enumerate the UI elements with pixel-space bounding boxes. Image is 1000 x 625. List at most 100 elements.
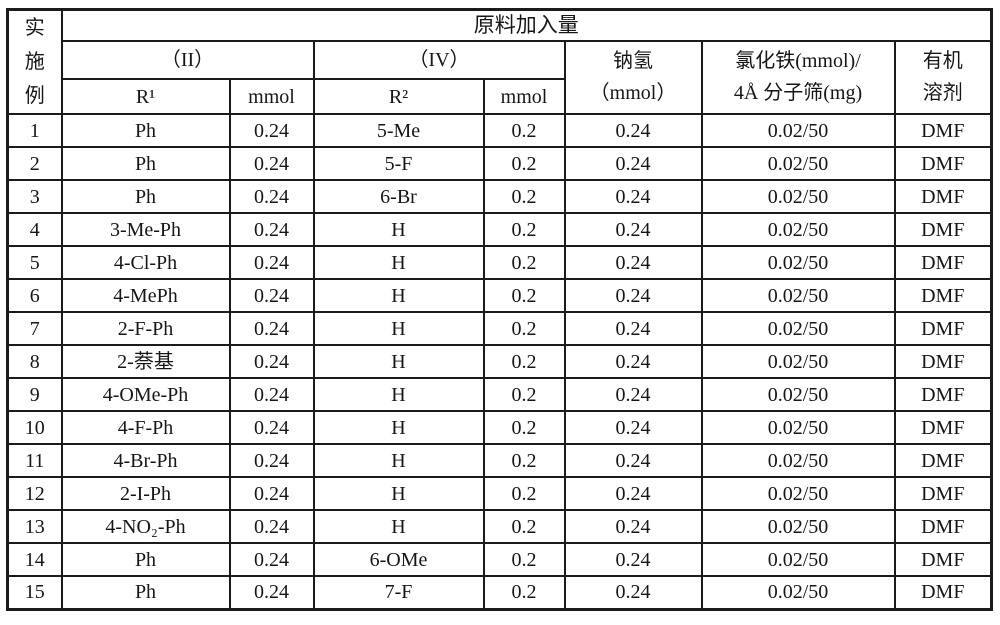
cell-example-no: 12 — [6, 476, 63, 511]
cell-ferric-chloride-sieve: 0.02/50 — [700, 443, 896, 478]
cell-ferric-chloride-sieve: 0.02/50 — [700, 476, 896, 511]
reaction-conditions-table-wrap: 实施例 原料加入量 （II） （IV） 钠氢 （mmol） 氯化铁(mmol)/… — [6, 8, 994, 611]
cell-r1-mmol: 0.24 — [228, 575, 315, 610]
reaction-conditions-table: 实施例 原料加入量 （II） （IV） 钠氢 （mmol） 氯化铁(mmol)/… — [6, 8, 994, 611]
header-raw-material-group: 原料加入量 — [60, 8, 993, 42]
cell-sodium-hydride: 0.24 — [563, 212, 703, 247]
cell-r2-mmol: 0.2 — [482, 344, 566, 379]
cell-r2-mmol: 0.2 — [482, 377, 566, 412]
cell-solvent: DMF — [893, 212, 993, 247]
header-sodium-hydride-line2: （mmol） — [589, 82, 677, 105]
cell-ferric-chloride-sieve: 0.02/50 — [700, 311, 896, 346]
cell-sodium-hydride: 0.24 — [563, 509, 703, 544]
table-row: 15 Ph 0.24 7-F 0.2 0.24 0.02/50 DMF — [6, 575, 993, 610]
cell-r1-mmol: 0.24 — [228, 245, 315, 280]
cell-r2-mmol: 0.2 — [482, 278, 566, 313]
cell-ferric-chloride-sieve: 0.02/50 — [700, 245, 896, 280]
cell-r2: 5-Me — [312, 113, 485, 148]
cell-example-no: 1 — [6, 113, 63, 148]
cell-r1: Ph — [60, 146, 231, 181]
table-row: 3 Ph 0.24 6-Br 0.2 0.24 0.02/50 DMF — [6, 179, 993, 214]
cell-sodium-hydride: 0.24 — [563, 377, 703, 412]
cell-r1-mmol: 0.24 — [228, 146, 315, 181]
cell-example-no: 6 — [6, 278, 63, 313]
cell-example-no: 11 — [6, 443, 63, 478]
cell-r2-mmol: 0.2 — [482, 542, 566, 577]
cell-solvent: DMF — [893, 443, 993, 478]
header-r1-mmol: mmol — [228, 78, 315, 115]
cell-solvent: DMF — [893, 542, 993, 577]
cell-r2: H — [312, 377, 485, 412]
cell-r1: 4-Cl-Ph — [60, 245, 231, 280]
header-organic-solvent-line1: 有机 — [922, 50, 963, 73]
table-row: 13 4-NO₂-Ph 0.24 H 0.2 0.24 0.02/50 DMF — [6, 509, 993, 544]
table-row: 8 2-萘基 0.24 H 0.2 0.24 0.02/50 DMF — [6, 344, 993, 379]
table-row: 2 Ph 0.24 5-F 0.2 0.24 0.02/50 DMF — [6, 146, 993, 181]
cell-solvent: DMF — [893, 509, 993, 544]
cell-solvent: DMF — [893, 179, 993, 214]
cell-r1-mmol: 0.24 — [228, 278, 315, 313]
cell-solvent: DMF — [893, 377, 993, 412]
cell-sodium-hydride: 0.24 — [563, 443, 703, 478]
cell-solvent: DMF — [893, 410, 993, 445]
cell-example-no: 4 — [6, 212, 63, 247]
cell-example-no: 9 — [6, 377, 63, 412]
cell-r1: 4-F-Ph — [60, 410, 231, 445]
header-r2-mmol: mmol — [482, 78, 566, 115]
cell-r1-mmol: 0.24 — [228, 212, 315, 247]
header-row-3: R¹ mmol R² mmol — [8, 78, 992, 115]
header-ferric-chloride-line2: 4Å 分子筛(mg) — [733, 82, 863, 105]
cell-solvent: DMF — [893, 476, 993, 511]
cell-r2: H — [312, 344, 485, 379]
cell-sodium-hydride: 0.24 — [563, 575, 703, 610]
header-row-2: （II） （IV） 钠氢 （mmol） 氯化铁(mmol)/ 4Å 分子筛(mg… — [8, 39, 993, 115]
cell-r1-mmol: 0.24 — [228, 344, 315, 379]
cell-r2: 5-F — [312, 146, 485, 181]
cell-ferric-chloride-sieve: 0.02/50 — [700, 410, 896, 445]
cell-r2-mmol: 0.2 — [482, 476, 566, 511]
cell-ferric-chloride-sieve: 0.02/50 — [700, 179, 896, 214]
cell-r2-mmol: 0.2 — [482, 443, 566, 478]
cell-r1: 4-OMe-Ph — [60, 377, 231, 412]
header-ferric-chloride-sieve: 氯化铁(mmol)/ 4Å 分子筛(mg) — [700, 39, 896, 115]
table-row: 5 4-Cl-Ph 0.24 H 0.2 0.24 0.02/50 DMF — [6, 245, 993, 280]
cell-r1: 2-萘基 — [60, 344, 231, 379]
header-compound-ii: （II） — [60, 39, 315, 80]
cell-sodium-hydride: 0.24 — [563, 245, 703, 280]
header-r2: R² — [312, 78, 485, 115]
cell-r2: 6-Br — [312, 179, 485, 214]
table-row: 7 2-F-Ph 0.24 H 0.2 0.24 0.02/50 DMF — [6, 311, 993, 346]
cell-sodium-hydride: 0.24 — [563, 179, 703, 214]
cell-r1-mmol: 0.24 — [228, 113, 315, 148]
table-row: 12 2-I-Ph 0.24 H 0.2 0.24 0.02/50 DMF — [6, 476, 993, 511]
cell-r2-mmol: 0.2 — [482, 575, 566, 610]
cell-ferric-chloride-sieve: 0.02/50 — [700, 278, 896, 313]
cell-r2: H — [312, 443, 485, 478]
cell-solvent: DMF — [893, 278, 993, 313]
header-sodium-hydride: 钠氢 （mmol） — [563, 39, 703, 115]
cell-r2-mmol: 0.2 — [482, 410, 566, 445]
table-row: 10 4-F-Ph 0.24 H 0.2 0.24 0.02/50 DMF — [6, 410, 993, 445]
cell-example-no: 2 — [6, 146, 63, 181]
header-organic-solvent-line2: 溶剂 — [922, 82, 963, 105]
cell-r1-mmol: 0.24 — [228, 542, 315, 577]
header-sodium-hydride-line1: 钠氢 — [613, 50, 653, 73]
cell-r2: 7-F — [312, 575, 485, 610]
cell-r1: 2-I-Ph — [60, 476, 231, 511]
cell-r1: Ph — [60, 113, 231, 148]
cell-example-no: 3 — [6, 179, 63, 214]
cell-r1: Ph — [60, 542, 231, 577]
cell-r2-mmol: 0.2 — [482, 113, 566, 148]
cell-r2-mmol: 0.2 — [482, 212, 566, 247]
cell-example-no: 7 — [6, 311, 63, 346]
cell-solvent: DMF — [893, 575, 993, 610]
table-header: 实施例 原料加入量 （II） （IV） 钠氢 （mmol） 氯化铁(mmol)/… — [6, 8, 993, 115]
cell-r2-mmol: 0.2 — [482, 311, 566, 346]
cell-ferric-chloride-sieve: 0.02/50 — [700, 212, 896, 247]
cell-r2: H — [312, 311, 485, 346]
cell-r1: 4-Br-Ph — [60, 443, 231, 478]
cell-r2-mmol: 0.2 — [482, 509, 566, 544]
cell-r2: 6-OMe — [312, 542, 485, 577]
cell-example-no: 14 — [6, 542, 63, 577]
table-body: 1 Ph 0.24 5-Me 0.2 0.24 0.02/50 DMF 2 Ph… — [6, 113, 993, 610]
